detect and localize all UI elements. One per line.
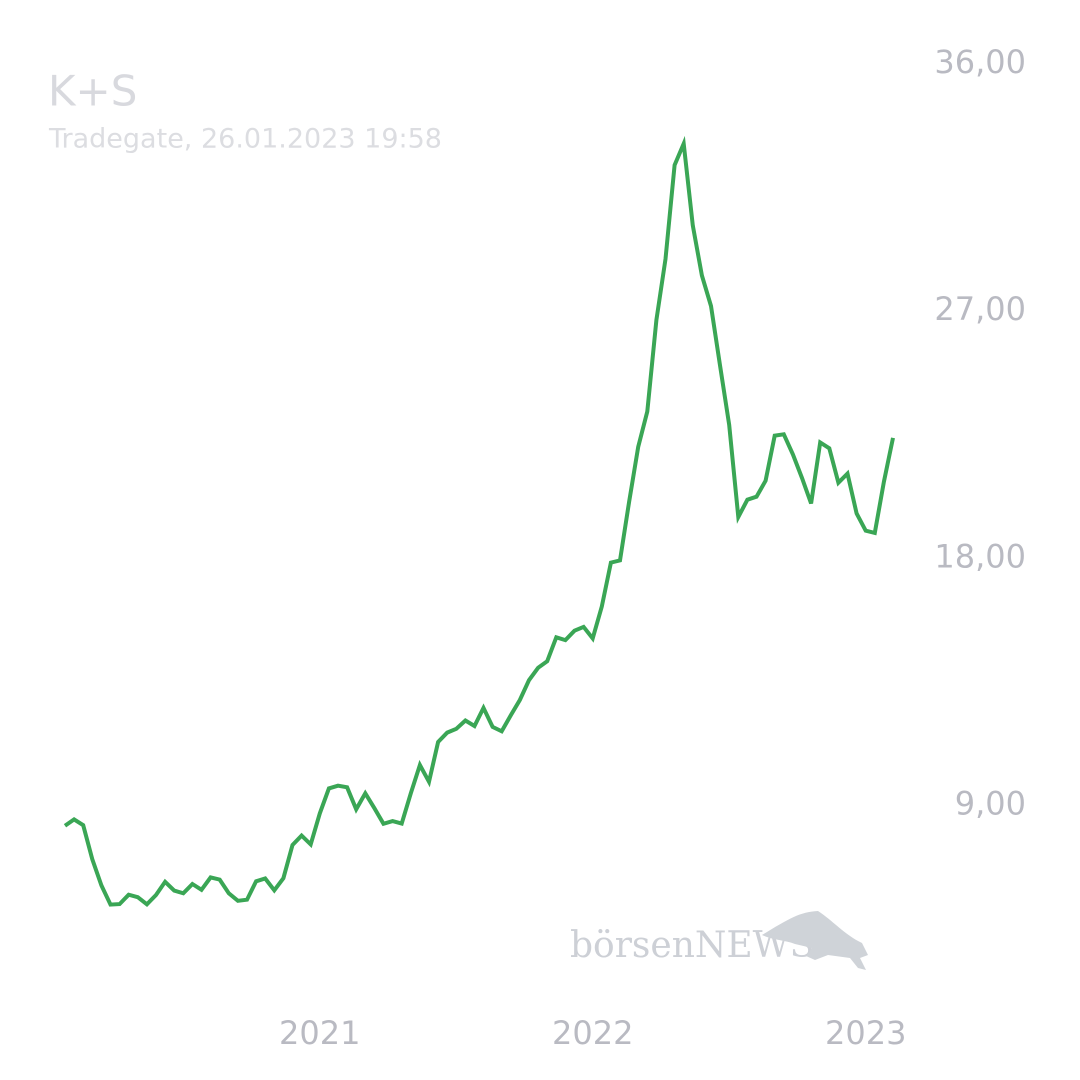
x-tick-label: 2023 <box>825 1014 906 1052</box>
y-tick-label: 9,00 <box>955 785 1026 823</box>
y-tick-label: 27,00 <box>934 290 1026 328</box>
y-tick-label: 36,00 <box>934 43 1026 81</box>
y-tick-label: 18,00 <box>934 537 1026 575</box>
x-tick-label: 2022 <box>552 1014 633 1052</box>
chart-subtitle: Tradegate, 26.01.2023 19:58 <box>48 124 442 155</box>
x-tick-label: 2021 <box>279 1014 360 1052</box>
chart-title: K+S <box>48 67 137 116</box>
bull-logo <box>762 911 868 970</box>
price-line <box>63 135 895 907</box>
